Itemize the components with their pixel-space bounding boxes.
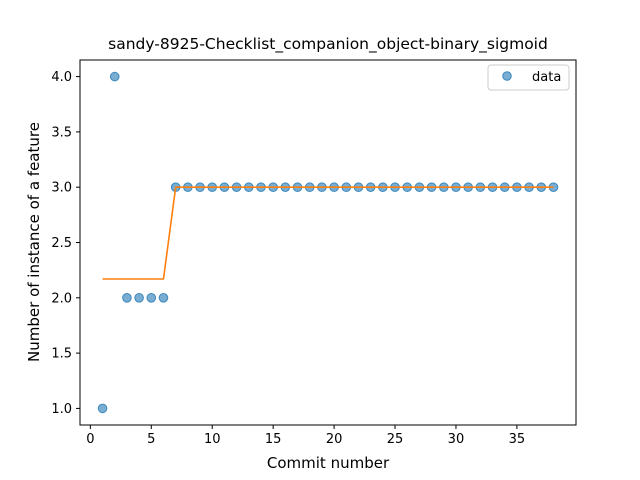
x-tick-label: 35 [509,432,526,447]
x-tick-label: 25 [387,432,404,447]
y-tick-label: 3.0 [51,181,72,196]
legend-box [487,64,570,91]
x-tick-label: 10 [204,432,221,447]
x-axis-label: Commit number [267,454,390,472]
data-point [134,293,144,303]
chart-title: sandy-8925-Checklist_companion_object-bi… [108,35,548,54]
y-tick-label: 1.5 [51,347,72,362]
y-axis-label: Number of instance of a feature [25,122,43,362]
y-tick-label: 4.0 [51,70,72,85]
y-tick-label: 2.0 [51,291,72,306]
y-tick-label: 3.5 [51,125,72,140]
y-tick-label: 1.0 [51,402,72,417]
x-tick-label: 30 [448,432,465,447]
legend-marker [502,71,512,81]
x-tick-label: 20 [326,432,343,447]
data-point [109,71,120,82]
x-tick-label: 0 [86,432,94,447]
legend-label: data [532,70,561,85]
y-tick-label: 2.5 [51,236,72,251]
plot-area: 0 5 10 15 20 25 30 35 1.0 1.5 2.0 2.5 3.0 3.5 4.0 [51,59,577,447]
data-point [158,293,169,303]
data-point [146,293,157,303]
fit-line [102,186,554,280]
legend: data [487,64,570,91]
data-point [122,293,132,303]
x-tick-label: 15 [265,432,282,447]
data-point [97,403,108,414]
x-tick-label: 5 [147,432,155,447]
